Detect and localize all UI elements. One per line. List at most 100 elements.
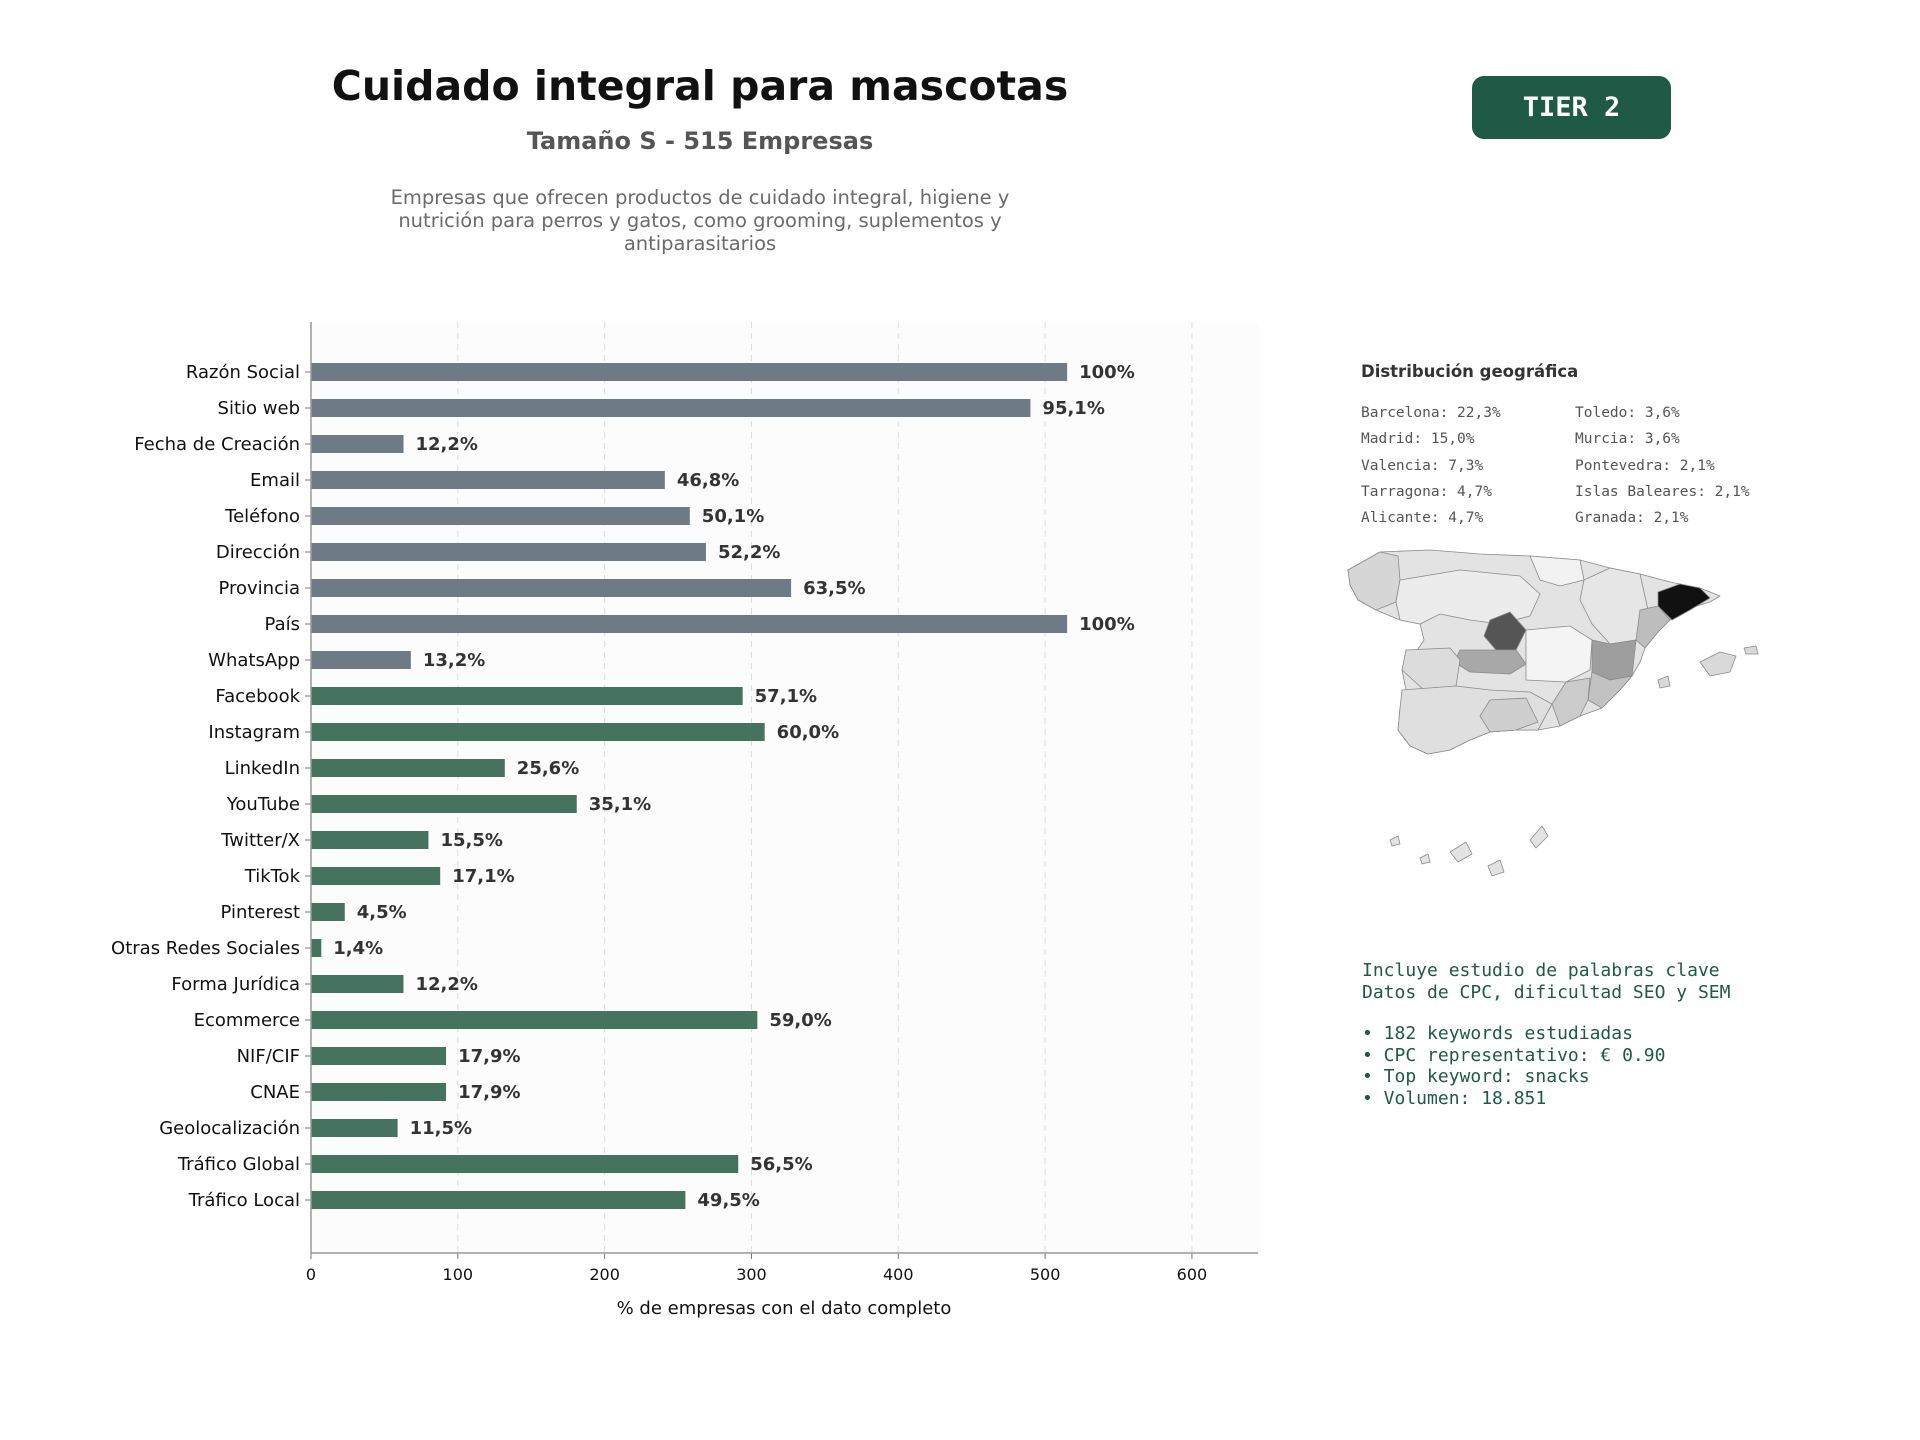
- bar: [311, 831, 429, 849]
- geo-item: Alicante: 4,7%: [1361, 510, 1484, 527]
- geo-item: Valencia: 7,3%: [1361, 457, 1484, 474]
- category-label: Dirección: [216, 542, 300, 563]
- map-region-canarias-5: [1389, 835, 1401, 847]
- data-label: 13,2%: [423, 650, 485, 671]
- data-label: 50,1%: [702, 506, 764, 527]
- bar: [311, 867, 441, 885]
- data-label: 100%: [1079, 614, 1135, 635]
- category-label: NIF/CIF: [237, 1046, 300, 1067]
- bar: [311, 363, 1068, 381]
- map-region-granada: [1479, 697, 1539, 733]
- category-label: Ecommerce: [194, 1010, 300, 1031]
- bar: [311, 579, 792, 597]
- geo-item: Murcia: 3,6%: [1575, 431, 1680, 448]
- data-label: 56,5%: [750, 1154, 812, 1175]
- tier-badge: TIER 2: [1472, 76, 1671, 139]
- keyword-bullet: • Top keyword: snacks: [1362, 1066, 1590, 1087]
- map-region-castilla-leon: [1395, 569, 1541, 625]
- category-label: WhatsApp: [208, 650, 300, 671]
- bar: [311, 759, 505, 777]
- data-label: 59,0%: [769, 1010, 831, 1031]
- category-label: Razón Social: [186, 362, 300, 383]
- keyword-bullet: • 182 keywords estudiadas: [1362, 1023, 1633, 1044]
- keyword-study-block: Incluye estudio de palabras clave Datos …: [1362, 960, 1730, 1109]
- geo-distribution-title: Distribución geográfica: [1361, 362, 1579, 381]
- data-labels: 100% 95,1% 12,2% 46,8% 50,1% 52,2% 63,5% 100% 13…: [333, 362, 1134, 1211]
- geo-item: Granada: 2,1%: [1575, 510, 1689, 527]
- map-region-ibiza: [1657, 675, 1671, 689]
- bar: [311, 615, 1068, 633]
- category-label: Pinterest: [220, 902, 300, 923]
- data-label: 17,9%: [458, 1046, 520, 1067]
- geo-item: Madrid: 15,0%: [1361, 431, 1475, 448]
- data-label: 52,2%: [718, 542, 780, 563]
- plot-area: [311, 322, 1258, 1253]
- category-label: TikTok: [244, 866, 301, 887]
- category-label: País: [265, 614, 300, 635]
- data-label: 46,8%: [677, 470, 739, 491]
- x-ticks: 0 100 200 300 400 500 600: [306, 1253, 1207, 1284]
- data-label: 11,5%: [410, 1118, 472, 1139]
- bar: [311, 471, 665, 489]
- category-label: Tráfico Global: [177, 1154, 300, 1175]
- geo-item: Islas Baleares: 2,1%: [1575, 483, 1750, 500]
- map-region-canarias-2: [1487, 859, 1505, 877]
- bar: [311, 1191, 686, 1209]
- map-region-pais-vasco: [1529, 555, 1585, 587]
- category-label: Email: [250, 470, 300, 491]
- bar: [311, 687, 743, 705]
- bar: [311, 651, 411, 669]
- page-title: Cuidado integral para mascotas: [331, 62, 1069, 110]
- bars: [311, 363, 1068, 1209]
- data-label: 60,0%: [777, 722, 839, 743]
- category-labels: Razón Social Sitio web Fecha de Creación Em…: [111, 362, 311, 1211]
- geo-item: Toledo: 3,6%: [1575, 405, 1680, 421]
- category-label: Otras Redes Sociales: [111, 938, 300, 959]
- page-subtitle: Tamaño S - 515 Empresas: [526, 127, 874, 155]
- data-label: 49,5%: [697, 1190, 759, 1211]
- bar: [311, 507, 690, 525]
- bar: [311, 975, 404, 993]
- bar: [311, 939, 322, 957]
- keyword-line-2: Datos de CPC, dificultad SEO y SEM: [1362, 981, 1731, 1003]
- category-label: Provincia: [218, 578, 300, 599]
- keyword-bullet: • Volumen: 18.851: [1362, 1087, 1547, 1109]
- x-tick-label: 600: [1177, 1265, 1208, 1284]
- data-label: 17,1%: [452, 866, 514, 887]
- bar: [311, 1047, 447, 1065]
- bar: [311, 795, 577, 813]
- x-tick-label: 400: [883, 1265, 914, 1284]
- spain-choropleth-map: [1347, 549, 1759, 877]
- map-region-valencia: [1591, 639, 1637, 681]
- data-label: 57,1%: [755, 686, 817, 707]
- bar: [311, 399, 1031, 417]
- data-label: 100%: [1079, 362, 1135, 383]
- category-label: Tráfico Local: [188, 1190, 300, 1211]
- geo-list-right: Toledo: 3,6% Murcia: 3,6% Pontevedra: 2,…: [1575, 400, 1750, 531]
- map-region-canarias-3: [1529, 825, 1549, 849]
- completeness-bar-chart: 100% 95,1% 12,2% 46,8% 50,1% 52,2% 63,5% 100% 13…: [111, 322, 1258, 1319]
- category-label: Fecha de Creación: [134, 434, 300, 455]
- data-label: 63,5%: [803, 578, 865, 599]
- category-label: Geolocalización: [159, 1118, 300, 1139]
- x-tick-label: 100: [443, 1265, 474, 1284]
- bar: [311, 903, 345, 921]
- data-label: 1,4%: [333, 938, 383, 959]
- category-label: Instagram: [208, 722, 300, 743]
- x-tick-label: 200: [589, 1265, 620, 1284]
- bar: [311, 1119, 398, 1137]
- data-label: 35,1%: [589, 794, 651, 815]
- geo-item: Barcelona: 22,3%: [1361, 405, 1501, 421]
- bar: [311, 1011, 758, 1029]
- bar: [311, 1155, 739, 1173]
- bar: [311, 435, 404, 453]
- data-label: 95,1%: [1042, 398, 1104, 419]
- bar: [311, 1083, 447, 1101]
- x-tick-label: 300: [736, 1265, 767, 1284]
- category-label: YouTube: [226, 794, 300, 815]
- map-region-mallorca: [1699, 651, 1737, 677]
- x-tick-label: 0: [306, 1265, 316, 1284]
- category-label: Forma Jurídica: [171, 974, 300, 995]
- map-region-canarias-1: [1449, 841, 1473, 863]
- keyword-line-1: Incluye estudio de palabras clave: [1362, 960, 1720, 981]
